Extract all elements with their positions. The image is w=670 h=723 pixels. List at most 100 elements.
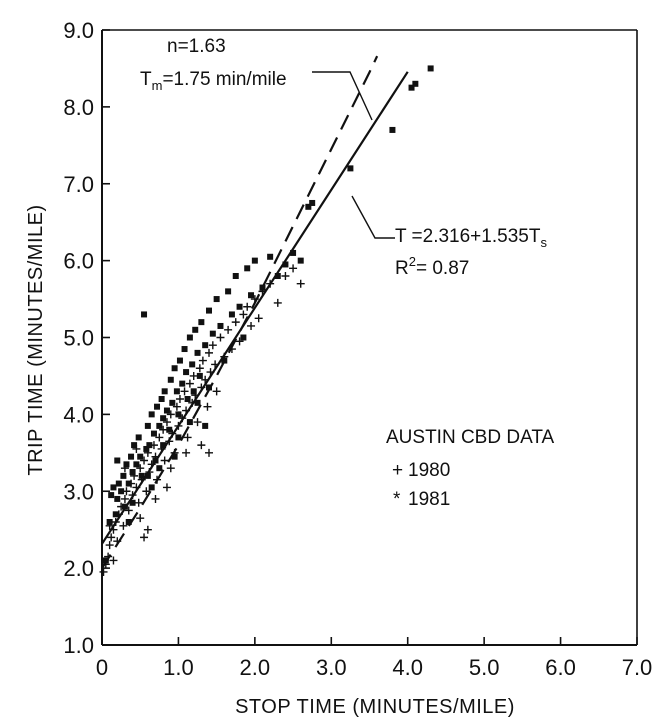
point-1980 bbox=[185, 379, 194, 388]
point-1981 bbox=[141, 311, 148, 318]
point-1981 bbox=[186, 419, 193, 426]
point-1980 bbox=[235, 337, 244, 346]
point-1981 bbox=[274, 273, 281, 279]
point-1981 bbox=[202, 342, 209, 349]
point-1980 bbox=[197, 383, 206, 392]
point-1980 bbox=[239, 310, 248, 319]
legend-label-1981: 1981 bbox=[408, 489, 450, 510]
x-tick-label: 4.0 bbox=[392, 655, 423, 680]
point-1981 bbox=[240, 334, 247, 341]
point-1980 bbox=[124, 506, 133, 515]
point-1980 bbox=[197, 441, 206, 450]
point-1981 bbox=[171, 453, 178, 460]
legend-marker-1980: + bbox=[392, 460, 403, 481]
y-ticks: 1.0 2.0 3.0 4.0 5.0 6.0 7.0 8.0 9.0 bbox=[63, 18, 110, 658]
point-1981 bbox=[206, 384, 212, 391]
point-1981 bbox=[213, 296, 220, 303]
point-1980 bbox=[201, 375, 210, 384]
y-tick-label: 1.0 bbox=[63, 633, 94, 658]
point-1981 bbox=[175, 434, 182, 441]
legend: AUSTIN CBD DATA + 1980 * 1981 bbox=[386, 427, 555, 510]
y-tick-label: 4.0 bbox=[63, 402, 94, 427]
point-1980 bbox=[231, 318, 240, 327]
point-1980 bbox=[247, 321, 256, 330]
point-1981 bbox=[259, 284, 266, 291]
point-1981 bbox=[133, 461, 140, 468]
point-1980 bbox=[128, 491, 137, 500]
point-1981 bbox=[209, 330, 216, 337]
point-1980 bbox=[205, 348, 213, 357]
point-1981 bbox=[131, 442, 138, 449]
point-1981 bbox=[152, 457, 159, 464]
point-1980 bbox=[166, 464, 175, 473]
point-1981 bbox=[184, 396, 191, 402]
x-tick-label: 3.0 bbox=[316, 655, 347, 680]
axes bbox=[101, 29, 638, 646]
regression-leader bbox=[351, 195, 395, 239]
point-1981 bbox=[179, 380, 186, 387]
point-1981 bbox=[198, 319, 205, 326]
point-1981 bbox=[190, 388, 197, 395]
point-1980 bbox=[107, 533, 116, 542]
x-tick-label: 0 bbox=[96, 655, 108, 680]
point-1981 bbox=[236, 303, 243, 310]
point-1981 bbox=[167, 376, 174, 383]
x-tick-label: 2.0 bbox=[240, 655, 271, 680]
point-1980 bbox=[175, 395, 184, 403]
point-1981 bbox=[192, 326, 199, 333]
regression-equation: T =2.316+1.535Ts bbox=[395, 226, 547, 250]
point-1981 bbox=[144, 422, 151, 429]
point-1980 bbox=[203, 402, 212, 411]
point-1980 bbox=[212, 387, 221, 396]
point-1980 bbox=[178, 414, 187, 423]
tm-value: =1.75 min/mile bbox=[162, 69, 286, 90]
point-1981 bbox=[221, 357, 228, 364]
y-tick-label: 6.0 bbox=[63, 249, 94, 274]
point-1980 bbox=[183, 433, 192, 442]
x-tick-label: 7.0 bbox=[622, 655, 653, 680]
point-1981 bbox=[129, 499, 136, 506]
point-1980 bbox=[151, 494, 160, 503]
point-1980 bbox=[208, 341, 217, 350]
point-1981 bbox=[206, 307, 212, 314]
point-1980 bbox=[182, 448, 191, 457]
point-1980 bbox=[266, 279, 275, 288]
two-fluid-n-label: n=1.63 bbox=[167, 36, 226, 57]
point-1981 bbox=[144, 472, 151, 479]
y-tick-label: 9.0 bbox=[63, 18, 94, 43]
point-1980 bbox=[119, 521, 128, 530]
point-1981 bbox=[114, 495, 121, 502]
point-1981 bbox=[156, 465, 163, 472]
point-1981 bbox=[181, 346, 188, 353]
x-ticks: 0 1.0 2.0 3.0 4.0 5.0 6.0 7.0 bbox=[96, 637, 652, 680]
point-1980 bbox=[227, 345, 236, 354]
point-1981 bbox=[186, 334, 193, 341]
point-1980 bbox=[296, 279, 305, 288]
point-1980 bbox=[243, 302, 252, 311]
r2-main: R bbox=[395, 258, 409, 279]
point-1981 bbox=[156, 422, 163, 429]
point-1980 bbox=[189, 371, 198, 380]
y-tick-label: 2.0 bbox=[63, 556, 94, 581]
regression-main: T =2.316+1.535T bbox=[395, 226, 541, 247]
point-1980 bbox=[289, 264, 298, 273]
point-1981 bbox=[135, 434, 142, 441]
point-1980 bbox=[153, 475, 162, 484]
point-1981 bbox=[290, 249, 297, 256]
point-1981 bbox=[158, 396, 165, 402]
point-1980 bbox=[136, 514, 145, 523]
point-1980 bbox=[159, 425, 168, 434]
point-1981 bbox=[228, 311, 235, 318]
point-1981 bbox=[154, 403, 161, 410]
point-1980 bbox=[165, 437, 174, 446]
point-1980 bbox=[182, 406, 191, 415]
point-1981 bbox=[196, 372, 203, 379]
point-1980 bbox=[136, 464, 145, 473]
point-1980 bbox=[132, 483, 141, 492]
point-1981 bbox=[160, 415, 167, 422]
point-1981 bbox=[125, 519, 132, 525]
point-1980 bbox=[198, 356, 207, 365]
point-1981 bbox=[166, 426, 173, 433]
point-1981 bbox=[183, 369, 190, 376]
